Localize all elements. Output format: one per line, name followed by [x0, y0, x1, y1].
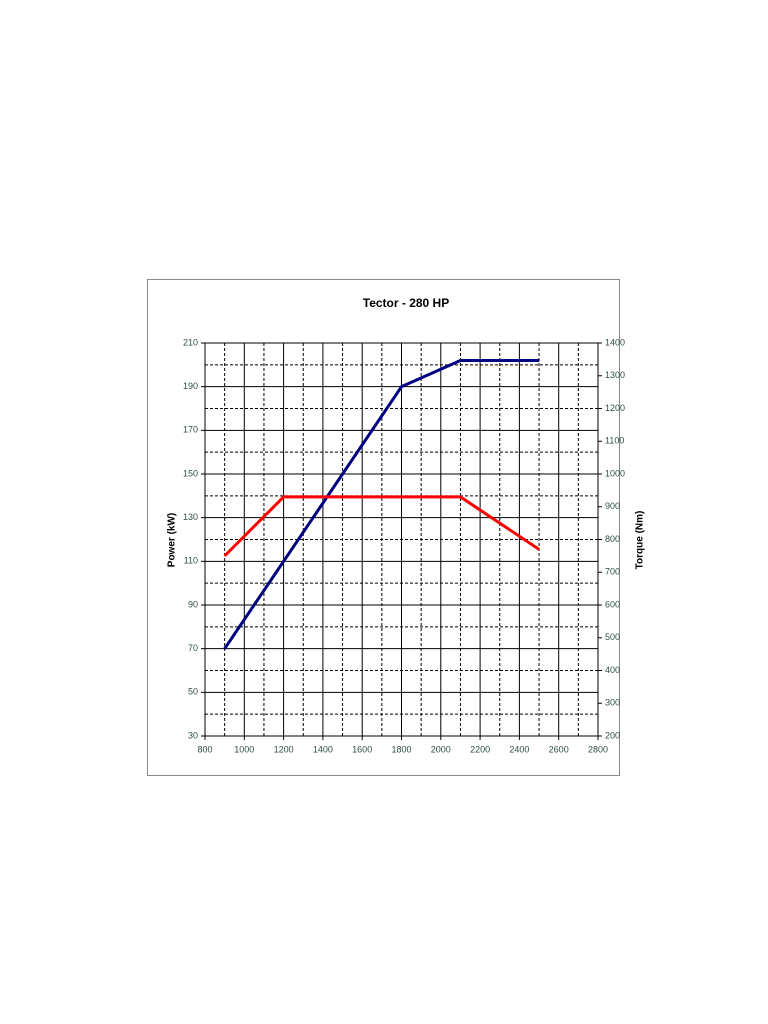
- y-tick-label: 210: [183, 337, 198, 347]
- y-tick-label: 30: [188, 730, 198, 740]
- chart-frame: [147, 279, 620, 776]
- y2-tick-label: 900: [605, 501, 620, 511]
- chart-title: Tector - 280 HP: [363, 296, 449, 310]
- y2-tick-label: 600: [605, 599, 620, 609]
- x-tick-label: 1200: [274, 744, 294, 754]
- y2-tick-label: 1000: [605, 468, 625, 478]
- x-tick-label: 2600: [549, 744, 569, 754]
- x-tick-label: 2800: [588, 744, 608, 754]
- y2-tick-label: 500: [605, 632, 620, 642]
- y-tick-label: 110: [184, 556, 198, 566]
- y2-tick-label: 1300: [605, 370, 625, 380]
- x-tick-label: 2200: [470, 744, 490, 754]
- series-line: [223, 358, 540, 650]
- x-tick-label: 1600: [352, 744, 372, 754]
- series-line: [223, 495, 540, 557]
- y2-axis-title: Torque (Nm): [635, 511, 646, 570]
- x-tick-label: 1000: [234, 744, 254, 754]
- x-tick-label: 2000: [431, 744, 451, 754]
- x-tick-label: 800: [197, 744, 212, 754]
- y-axis-title: Power (kW): [167, 513, 178, 567]
- y-tick-label: 70: [188, 643, 198, 653]
- y2-tick-label: 700: [605, 567, 620, 577]
- y2-tick-label: 1200: [605, 403, 625, 413]
- x-tick-label: 2400: [509, 744, 529, 754]
- y-tick-label: 90: [188, 599, 198, 609]
- y-tick-label: 50: [188, 687, 198, 697]
- y2-tick-label: 200: [605, 730, 620, 740]
- y2-tick-label: 1100: [605, 436, 624, 446]
- x-tick-label: 1800: [391, 744, 411, 754]
- y2-tick-label: 1400: [605, 337, 625, 347]
- y2-tick-label: 800: [605, 534, 620, 544]
- x-tick-label: 1400: [313, 744, 333, 754]
- y-tick-label: 130: [183, 512, 198, 522]
- y2-tick-label: 400: [605, 665, 620, 675]
- y-tick-label: 170: [183, 425, 198, 435]
- y-tick-label: 190: [183, 381, 198, 391]
- y-tick-label: 150: [183, 468, 198, 478]
- plot-border: [204, 342, 599, 737]
- y2-tick-label: 300: [605, 698, 620, 708]
